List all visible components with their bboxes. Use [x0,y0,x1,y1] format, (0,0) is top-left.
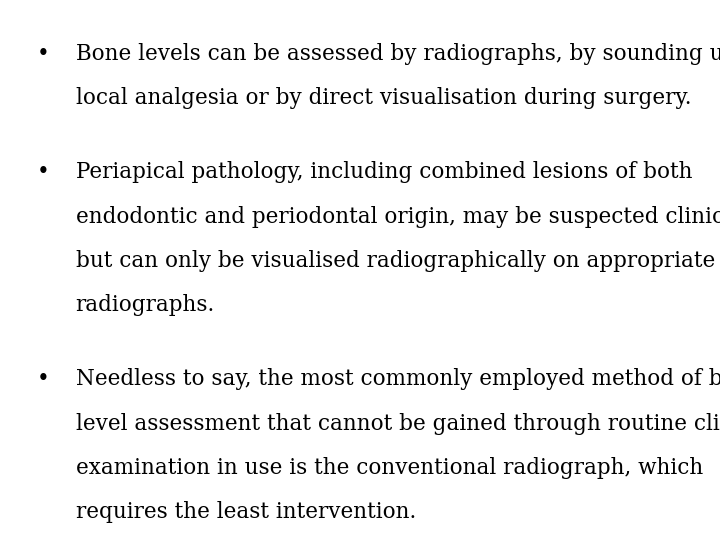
Text: Bone levels can be assessed by radiographs, by sounding under: Bone levels can be assessed by radiograp… [76,43,720,65]
Text: radiographs.: radiographs. [76,294,215,316]
Text: examination in use is the conventional radiograph, which: examination in use is the conventional r… [76,457,703,479]
Text: requires the least intervention.: requires the least intervention. [76,501,416,523]
Text: Needless to say, the most commonly employed method of bone: Needless to say, the most commonly emplo… [76,368,720,390]
Text: •: • [37,161,50,184]
Text: but can only be visualised radiographically on appropriate: but can only be visualised radiographica… [76,250,715,272]
Text: level assessment that cannot be gained through routine clinical: level assessment that cannot be gained t… [76,413,720,435]
Text: •: • [37,368,50,390]
Text: local analgesia or by direct visualisation during surgery.: local analgesia or by direct visualisati… [76,87,691,110]
Text: •: • [37,43,50,65]
Text: endodontic and periodontal origin, may be suspected clinically: endodontic and periodontal origin, may b… [76,206,720,228]
Text: Periapical pathology, including combined lesions of both: Periapical pathology, including combined… [76,161,692,184]
